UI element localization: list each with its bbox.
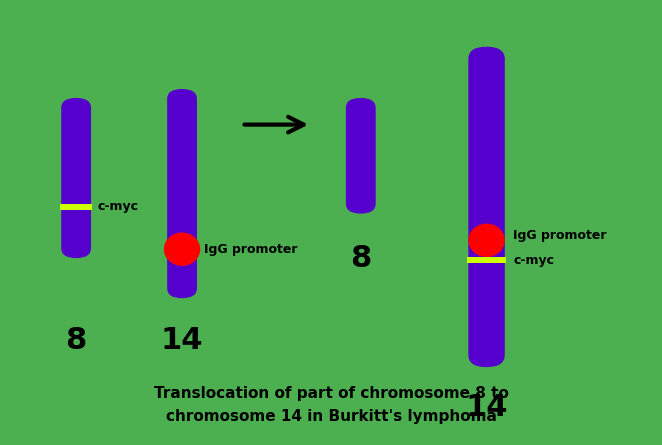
Bar — [467, 257, 506, 263]
Text: c-myc: c-myc — [513, 254, 554, 267]
Text: IgG promoter: IgG promoter — [204, 243, 297, 256]
Text: c-myc: c-myc — [98, 200, 139, 214]
Text: IgG promoter: IgG promoter — [513, 229, 606, 243]
Text: 14: 14 — [465, 392, 508, 422]
Text: 14: 14 — [161, 326, 203, 355]
FancyBboxPatch shape — [469, 47, 505, 367]
Bar — [60, 204, 92, 210]
Text: Translocation of part of chromosome 8 to
chromosome 14 in Burkitt's lymphoma: Translocation of part of chromosome 8 to… — [154, 386, 508, 424]
Text: 8: 8 — [66, 326, 87, 355]
Ellipse shape — [469, 223, 504, 257]
FancyBboxPatch shape — [167, 89, 197, 298]
Ellipse shape — [164, 232, 201, 266]
FancyBboxPatch shape — [61, 98, 91, 258]
FancyBboxPatch shape — [346, 98, 376, 214]
Text: 8: 8 — [350, 243, 371, 273]
